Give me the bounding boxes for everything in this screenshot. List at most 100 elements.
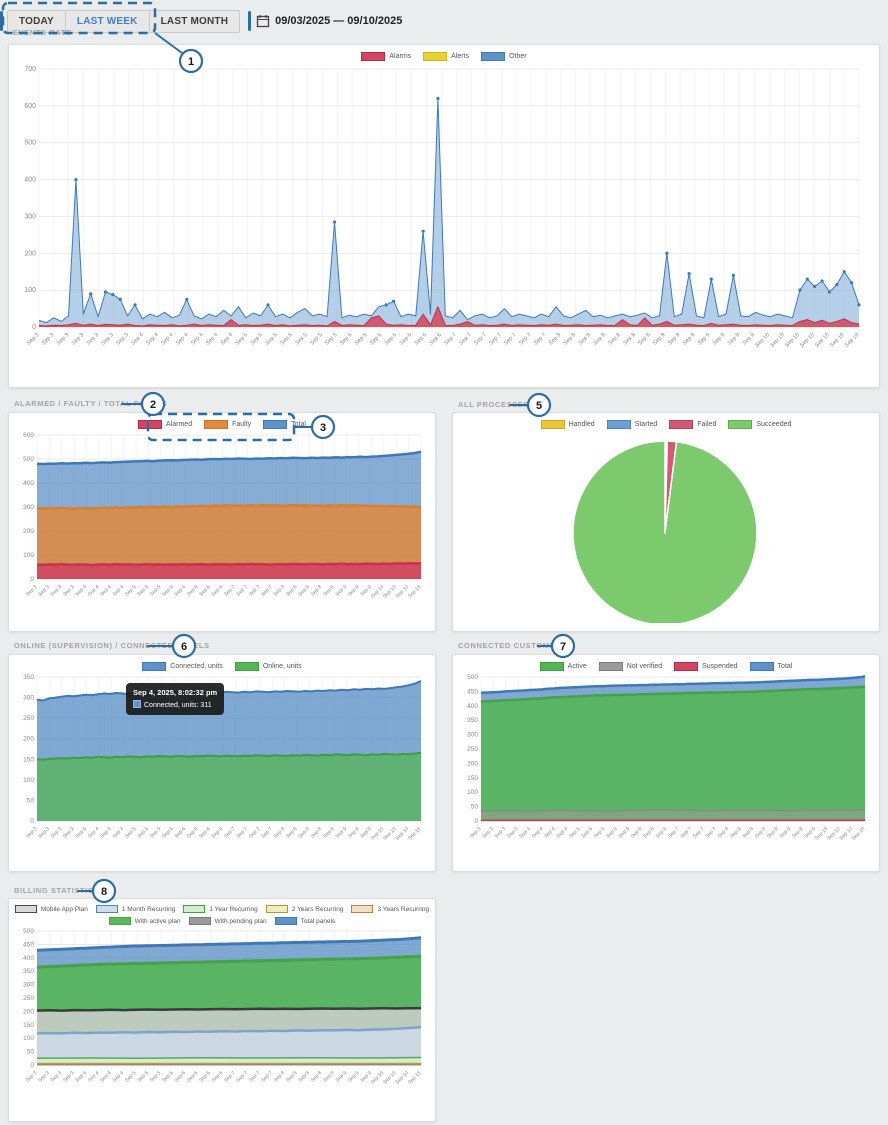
svg-text:Sep 9: Sep 9 (652, 332, 666, 346)
svg-text:Sep 6: Sep 6 (211, 826, 225, 840)
svg-text:Sep 5: Sep 5 (149, 1070, 163, 1084)
svg-text:250: 250 (23, 995, 34, 1002)
legend-item[interactable]: Total (263, 420, 306, 429)
legend-item[interactable]: Alarms (361, 52, 411, 61)
legend-item[interactable]: Connected, units (142, 662, 223, 671)
svg-text:Sep 8: Sep 8 (563, 332, 577, 346)
svg-text:Sep 3: Sep 3 (50, 584, 64, 598)
svg-text:Sep 10: Sep 10 (407, 826, 423, 842)
legend-label: Alerts (451, 53, 470, 60)
legend-swatch (674, 662, 699, 671)
svg-text:Sep 7: Sep 7 (518, 332, 532, 346)
svg-text:Sep 7: Sep 7 (260, 1070, 274, 1084)
svg-text:Sep 4: Sep 4 (87, 826, 101, 840)
legend-item[interactable]: Not verified (598, 662, 662, 671)
legend-swatch (138, 420, 163, 429)
svg-text:Sep 5: Sep 5 (605, 826, 619, 840)
processes-card: Handled Started Failed Succeeded (452, 412, 880, 632)
svg-text:Sep 4: Sep 4 (99, 826, 113, 840)
date-range-text[interactable]: 09/03/2025 — 09/10/2025 (275, 15, 403, 27)
legend-item[interactable]: 3 Years Recurring (351, 905, 429, 913)
legend-item[interactable]: Active (539, 662, 587, 671)
svg-text:Sep 8: Sep 8 (297, 826, 311, 840)
legend-item[interactable]: Suspended (674, 662, 738, 671)
tooltip-series-swatch (133, 699, 141, 708)
legend-label: Failed (697, 421, 717, 428)
billing-chart[interactable]: 0 50 100 150 200 250 300 350 400 450 500 Sep 3 Sep 3… (13, 927, 431, 1112)
svg-text:50: 50 (471, 804, 479, 811)
svg-text:600: 600 (23, 432, 34, 439)
legend-item[interactable]: 2 Years Recurring (265, 905, 343, 913)
svg-text:100: 100 (23, 1035, 34, 1042)
svg-text:Sep 3: Sep 3 (56, 332, 70, 346)
svg-text:Sep 10: Sep 10 (407, 1070, 423, 1086)
legend-item[interactable]: Started (606, 420, 657, 429)
processes-pie-chart[interactable] (457, 431, 875, 628)
svg-text:Sep 6: Sep 6 (630, 826, 644, 840)
tab-last-month[interactable]: LAST MONTH (148, 9, 241, 33)
svg-text:Sep 7: Sep 7 (223, 826, 237, 840)
legend-item[interactable]: Faulty (204, 420, 251, 429)
legend-item[interactable]: 1 Month Recurring (95, 905, 175, 913)
svg-text:Sep 6: Sep 6 (414, 332, 428, 346)
legend-item[interactable]: Mobile App Plan (14, 905, 88, 913)
legend-item[interactable]: Handled (540, 420, 595, 429)
legend-item[interactable]: Alerts (423, 52, 469, 61)
legend-item[interactable]: Online, units (234, 662, 302, 671)
legend-item[interactable]: Failed (669, 420, 716, 429)
legend-item[interactable]: 1 Year Recurring (183, 905, 258, 913)
svg-text:700: 700 (24, 66, 36, 73)
billing-legend: Mobile App Plan 1 Month Recurring 1 Year R… (13, 903, 431, 927)
legend-swatch (263, 420, 288, 429)
svg-text:Sep 6: Sep 6 (339, 332, 353, 346)
svg-text:Sep 4: Sep 4 (74, 826, 88, 840)
svg-text:Sep 5: Sep 5 (161, 584, 175, 598)
svg-text:Sep 7: Sep 7 (260, 826, 274, 840)
svg-text:Sep 6: Sep 6 (186, 826, 200, 840)
connected-chart[interactable]: 0 50 100 150 200 250 300 350 Sep 3 Sep 3 Sep 3 Sep … (13, 673, 431, 868)
svg-text:500: 500 (23, 456, 34, 463)
legend-item[interactable]: Other (481, 52, 527, 61)
svg-text:Sep 3: Sep 3 (25, 1070, 39, 1084)
svg-text:200: 200 (23, 736, 34, 743)
svg-text:Sep 5: Sep 5 (309, 332, 323, 346)
legend-item[interactable]: With active plan (108, 917, 181, 925)
svg-text:Sep 8: Sep 8 (717, 826, 731, 840)
legend-swatch (539, 662, 564, 671)
legend-item[interactable]: Alarmed (138, 420, 192, 429)
legend-swatch (598, 662, 623, 671)
legend-item[interactable]: With pending plan (188, 917, 267, 925)
customers-chart[interactable]: 0 50 100 150 200 250 300 350 400 450 500 Sep 3 Sep 3… (457, 673, 875, 868)
legend-swatch (108, 917, 131, 925)
svg-text:Sep 9: Sep 9 (727, 332, 741, 346)
connected-legend: Connected, units Online, units (13, 659, 431, 673)
svg-text:Sep 5: Sep 5 (149, 826, 163, 840)
svg-text:Sep 7: Sep 7 (248, 826, 262, 840)
svg-text:Sep 7: Sep 7 (260, 584, 274, 598)
svg-text:Sep 3: Sep 3 (26, 332, 40, 346)
svg-text:Sep 4: Sep 4 (190, 332, 204, 346)
svg-text:Sep 4: Sep 4 (87, 584, 101, 598)
svg-text:Sep 4: Sep 4 (220, 332, 234, 346)
calendar-icon[interactable] (256, 14, 270, 28)
svg-text:Sep 4: Sep 4 (556, 826, 570, 840)
svg-text:250: 250 (23, 715, 34, 722)
svg-text:Sep 5: Sep 5 (324, 332, 338, 346)
svg-text:Sep 4: Sep 4 (160, 332, 174, 346)
events-chart[interactable]: 0 100 200 300 400 500 600 700 Sep 3 Sep 3 Sep 3 Sep… (13, 63, 875, 380)
svg-text:Sep 5: Sep 5 (265, 332, 279, 346)
svg-text:Sep 9: Sep 9 (335, 1070, 349, 1084)
svg-text:350: 350 (23, 968, 34, 975)
legend-item[interactable]: Succeeded (728, 420, 791, 429)
svg-text:8: 8 (101, 886, 107, 898)
svg-text:Sep 5: Sep 5 (124, 1070, 138, 1084)
legend-item[interactable]: Total panels (274, 917, 335, 925)
svg-text:Sep 4: Sep 4 (130, 332, 144, 346)
legend-item[interactable]: Total (749, 662, 792, 671)
svg-text:Sep 8: Sep 8 (578, 332, 592, 346)
tab-last-week[interactable]: LAST WEEK (64, 9, 149, 33)
legend-label: Alarmed (166, 421, 193, 428)
svg-text:Sep 5: Sep 5 (235, 332, 249, 346)
svg-text:Sep 3: Sep 3 (71, 332, 85, 346)
